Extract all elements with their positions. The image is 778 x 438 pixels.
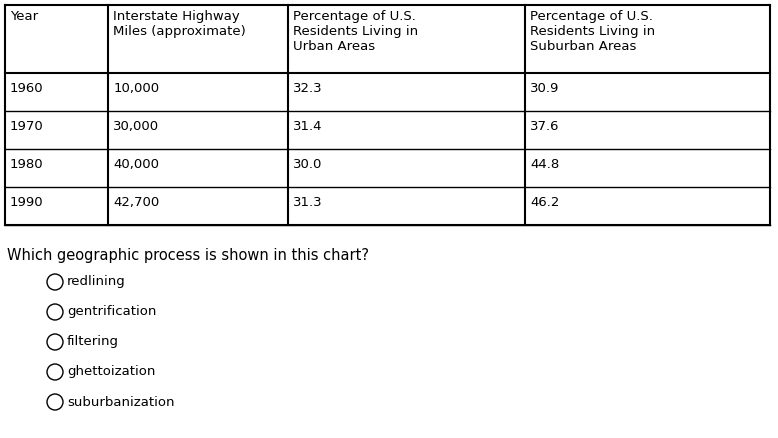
Text: 31.4: 31.4 <box>293 120 323 133</box>
Text: 42,700: 42,700 <box>114 196 159 209</box>
Text: 30,000: 30,000 <box>114 120 159 133</box>
Text: Year: Year <box>10 10 38 23</box>
Text: gentrification: gentrification <box>67 305 156 318</box>
Text: 1970: 1970 <box>10 120 44 133</box>
Text: filtering: filtering <box>67 336 119 349</box>
Text: Percentage of U.S.
Residents Living in
Suburban Areas: Percentage of U.S. Residents Living in S… <box>530 10 655 53</box>
Text: 37.6: 37.6 <box>530 120 559 133</box>
Circle shape <box>47 334 63 350</box>
Circle shape <box>47 274 63 290</box>
Circle shape <box>47 304 63 320</box>
Circle shape <box>47 394 63 410</box>
Text: redlining: redlining <box>67 276 126 289</box>
Text: Interstate Highway
Miles (approximate): Interstate Highway Miles (approximate) <box>114 10 246 38</box>
Text: 30.0: 30.0 <box>293 158 322 171</box>
Text: 40,000: 40,000 <box>114 158 159 171</box>
Text: 1990: 1990 <box>10 196 44 209</box>
Text: 31.3: 31.3 <box>293 196 323 209</box>
Text: 32.3: 32.3 <box>293 82 323 95</box>
Text: suburbanization: suburbanization <box>67 396 174 409</box>
Text: ghettoization: ghettoization <box>67 365 156 378</box>
Circle shape <box>47 364 63 380</box>
Text: Percentage of U.S.
Residents Living in
Urban Areas: Percentage of U.S. Residents Living in U… <box>293 10 418 53</box>
Text: Which geographic process is shown in this chart?: Which geographic process is shown in thi… <box>7 248 369 263</box>
Text: 10,000: 10,000 <box>114 82 159 95</box>
Text: 1960: 1960 <box>10 82 44 95</box>
Text: 1980: 1980 <box>10 158 44 171</box>
Text: 44.8: 44.8 <box>530 158 559 171</box>
Text: 30.9: 30.9 <box>530 82 559 95</box>
Text: 46.2: 46.2 <box>530 196 559 209</box>
